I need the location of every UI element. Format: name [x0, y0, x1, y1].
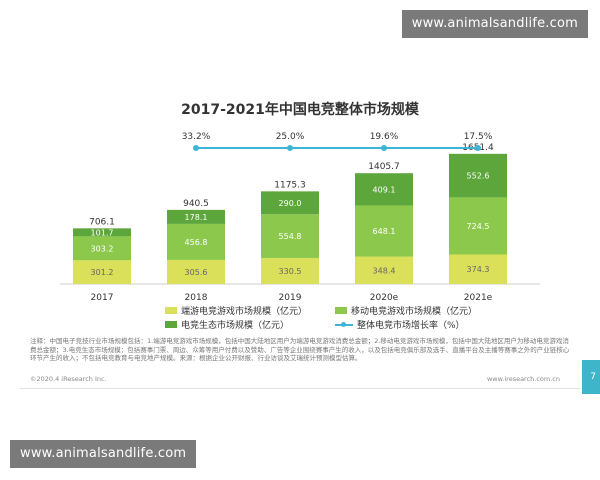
chart-title: 2017-2021年中国电竞整体市场规模 — [181, 102, 419, 118]
watermark-top: www.animalsandlife.com — [401, 10, 588, 38]
segment-label-0-2019: 330.5 — [279, 267, 302, 276]
legend-item-mobile-esports: 移动电竞游戏市场规模（亿元） — [335, 304, 477, 317]
legend-item-growth: 整体电竞市场增长率（%） — [335, 318, 465, 331]
segment-label-1-2017: 303.2 — [91, 244, 114, 253]
segment-label-2-2019: 290.0 — [279, 199, 302, 208]
legend-label-pc-esports: 端游电竞游戏市场规模（亿元） — [181, 307, 308, 317]
legend-label-mobile-esports: 移动电竞游戏市场规模（亿元） — [351, 307, 478, 317]
total-label-2019: 1175.3 — [274, 180, 306, 190]
segment-label-1-2020e: 648.1 — [373, 227, 396, 236]
segment-label-0-2021e: 374.3 — [467, 265, 490, 274]
legend-item-pc-esports: 端游电竞游戏市场规模（亿元） — [165, 304, 307, 317]
watermark-bottom: www.animalsandlife.com — [10, 440, 197, 468]
x-tick-label-2021e: 2021e — [464, 293, 493, 303]
legend-swatch-pc-esports — [165, 307, 177, 314]
legend-label-growth: 整体电竞市场增长率（%） — [357, 321, 465, 331]
legend-swatch-ecosystem — [165, 321, 177, 328]
bar-ecosystem-2021e — [449, 153, 507, 198]
bar-pc-esports-2020e — [355, 256, 413, 284]
bar-pc-esports-2019 — [261, 257, 319, 284]
report-slide: 2017-2021年中国电竞整体市场规模 301.2 303.2 101.7 706.… — [20, 102, 600, 394]
bar-pc-esports-2018 — [167, 259, 225, 284]
growth-rate-label-2: 19.6% — [370, 132, 399, 142]
segment-label-2-2018: 178.1 — [185, 213, 208, 222]
page-number: 7 — [590, 372, 596, 382]
segment-label-2-2021e: 552.6 — [467, 172, 490, 181]
total-label-2018: 940.5 — [183, 199, 209, 209]
growth-rate-point-1 — [287, 145, 293, 151]
legend-line-growth — [335, 321, 353, 327]
total-label-2020e: 1405.7 — [368, 162, 400, 172]
x-tick-label-2019: 2019 — [279, 293, 302, 303]
segment-label-1-2021e: 724.5 — [467, 222, 490, 231]
segment-label-2-2017: 101.7 — [91, 228, 114, 237]
bar-mobile-esports-2021e — [449, 197, 507, 255]
copyright: ©2020.4 iResearch Inc. — [30, 375, 107, 383]
growth-rate-label-1: 25.0% — [276, 132, 305, 142]
segment-label-2-2020e: 409.1 — [373, 185, 396, 194]
growth-rate-point-3 — [475, 145, 481, 151]
footer-divider — [20, 388, 580, 389]
source-url: www.iresearch.com.cn — [486, 375, 560, 383]
bar-ecosystem-2019 — [261, 191, 319, 215]
bar-ecosystem-2020e — [355, 173, 413, 206]
page-number-tab — [582, 360, 600, 394]
bar-mobile-esports-2019 — [261, 214, 319, 258]
x-tick-label-2018: 2018 — [185, 293, 208, 303]
bar-mobile-esports-2017 — [73, 236, 131, 261]
growth-rate-point-0 — [193, 145, 199, 151]
bar-mobile-esports-2018 — [167, 223, 225, 260]
segment-label-1-2019: 554.8 — [279, 232, 302, 241]
x-tick-label-2020e: 2020e — [370, 293, 399, 303]
legend-item-ecosystem: 电竞生态市场规模（亿元） — [165, 318, 289, 331]
growth-rate-point-2 — [381, 145, 387, 151]
legend-label-ecosystem: 电竞生态市场规模（亿元） — [181, 321, 290, 331]
segment-label-1-2018: 456.8 — [185, 238, 208, 247]
segment-label-0-2018: 305.6 — [185, 268, 208, 277]
total-label-2017: 706.1 — [89, 217, 115, 227]
chart-note: 注释：中国电子竞技行业市场规模包括：1.端游电竞游戏市场规模，包括中国大陆地区用… — [30, 337, 570, 362]
segment-label-0-2017: 301.2 — [91, 268, 114, 277]
growth-rate-label-3: 17.5% — [464, 132, 493, 142]
legend-swatch-mobile-esports — [335, 307, 347, 314]
bar-pc-esports-2017 — [73, 260, 131, 284]
bar-mobile-esports-2020e — [355, 205, 413, 257]
bar-pc-esports-2021e — [449, 254, 507, 284]
bar-ecosystem-2018 — [167, 209, 225, 224]
bar-ecosystem-2017 — [73, 228, 131, 237]
x-tick-label-2017: 2017 — [91, 293, 114, 303]
growth-rate-label-0: 33.2% — [182, 132, 211, 142]
segment-label-0-2020e: 348.4 — [373, 266, 396, 275]
